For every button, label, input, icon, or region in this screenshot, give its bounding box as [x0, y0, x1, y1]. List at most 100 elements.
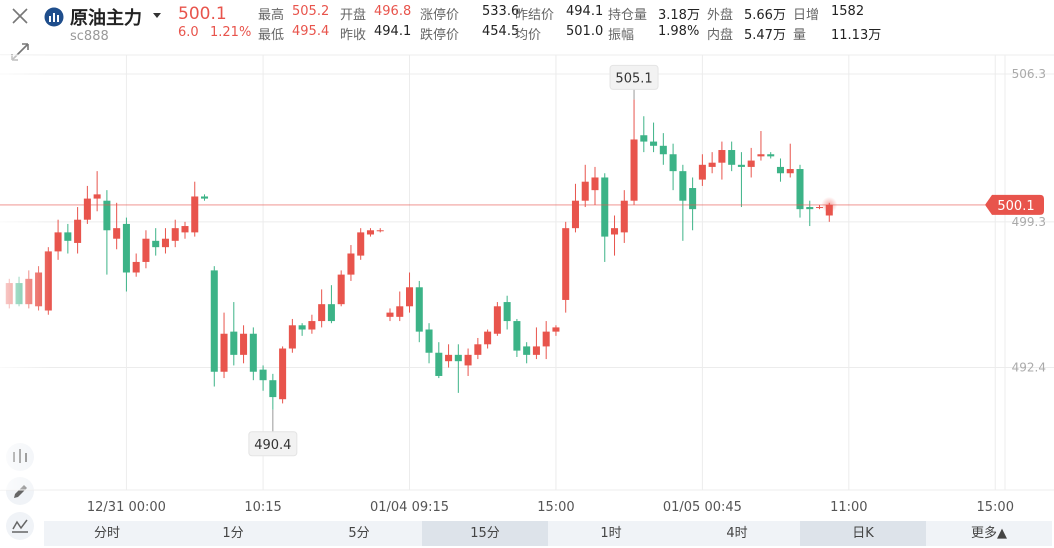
- stat-label: 最高: [258, 8, 285, 23]
- price: 500.1: [178, 4, 227, 24]
- candle-body: [503, 302, 511, 322]
- candle-body: [230, 331, 238, 355]
- stat-label: 量: [793, 28, 807, 43]
- candle-body: [54, 232, 62, 252]
- stat-value: 495.4: [292, 24, 330, 39]
- close-icon[interactable]: [12, 8, 28, 24]
- candle-body: [376, 230, 384, 232]
- x-tick-label: 01/05 00:45: [663, 500, 742, 515]
- candle-body: [552, 327, 560, 332]
- candle-body: [611, 228, 619, 235]
- candle-body: [288, 325, 296, 349]
- candle-body: [513, 321, 521, 351]
- candle-body: [630, 139, 638, 201]
- candle-body: [571, 200, 579, 229]
- stat-label: 涨停价: [420, 8, 460, 23]
- change-pct: 1.21%: [210, 25, 252, 40]
- stat-value: 505.2: [292, 4, 330, 19]
- stat-value: 5.47万: [744, 28, 786, 43]
- candle-body: [562, 228, 570, 300]
- stat-label: 均价: [515, 28, 542, 43]
- candle-body: [83, 198, 91, 220]
- last-price-label: 500.1: [997, 199, 1034, 214]
- annotation-box: [609, 64, 659, 90]
- period-tab[interactable]: 15分: [422, 521, 548, 546]
- candle-body: [698, 164, 706, 180]
- candle-body: [806, 207, 814, 210]
- candle-body: [620, 200, 628, 233]
- x-tick-label: 11:00: [830, 500, 867, 515]
- candle-body: [776, 166, 784, 174]
- candle-body: [93, 194, 101, 199]
- stat-label: 跌停价: [420, 28, 460, 43]
- candle-body: [386, 312, 394, 317]
- period-tab[interactable]: 5分: [296, 521, 422, 546]
- candle-body: [357, 232, 365, 256]
- period-tab[interactable]: 1时: [548, 521, 674, 546]
- candle-body: [308, 321, 316, 330]
- x-tick-label: 10:15: [244, 500, 281, 515]
- change: 6.0: [178, 25, 199, 40]
- stat-value: 494.1: [374, 24, 412, 39]
- candle-body: [279, 348, 287, 400]
- x-tick-label: 15:00: [537, 500, 574, 515]
- period-tab[interactable]: 4时: [674, 521, 800, 546]
- candle-body: [493, 306, 501, 334]
- stat-label: 外盘: [707, 8, 734, 23]
- stat-label: 昨结价: [515, 8, 555, 23]
- candle-body: [445, 354, 453, 362]
- candle-body: [347, 253, 355, 275]
- chart: 506.3 499.3 492.4 12/31 00:00 10:15 01/04 09:…: [0, 54, 1054, 515]
- candle-body: [220, 333, 228, 372]
- candle-body: [142, 238, 150, 262]
- logo: [44, 7, 64, 27]
- candle-body: [161, 238, 169, 248]
- instrument-name: 原油主力: [70, 8, 142, 29]
- candle-body: [474, 344, 482, 355]
- candle-body: [591, 177, 599, 191]
- candle-body: [269, 380, 277, 398]
- candle-body: [796, 169, 804, 210]
- candle-body: [601, 177, 609, 237]
- stat-label: 开盘: [340, 8, 367, 23]
- last-price-tag: [985, 194, 1044, 215]
- period-tab[interactable]: 日K: [800, 521, 926, 546]
- candle-body: [366, 230, 374, 235]
- candle-body: [757, 154, 765, 157]
- annotation-label: 490.4: [254, 438, 291, 453]
- candle-body: [337, 274, 345, 305]
- candle-body: [425, 329, 433, 353]
- candle-body: [816, 207, 824, 209]
- candle-body: [679, 171, 687, 201]
- candle-body: [747, 160, 755, 167]
- candle-body: [201, 196, 209, 199]
- stat-value: 501.0: [566, 24, 604, 39]
- period-tab[interactable]: 更多▲: [926, 521, 1052, 546]
- candle-body: [669, 154, 677, 172]
- candle-body: [454, 354, 462, 362]
- candle-body: [210, 270, 218, 372]
- stat-value: 494.1: [566, 4, 604, 19]
- candle-body: [240, 333, 248, 355]
- candle-body: [122, 223, 130, 273]
- candle-body: [406, 287, 414, 307]
- stat-value: 1582: [831, 4, 865, 19]
- candle-body: [542, 331, 550, 347]
- x-tick-label: 01/04 09:15: [370, 500, 449, 515]
- candle-body: [103, 200, 111, 231]
- dropdown-arrow[interactable]: [152, 12, 162, 20]
- candle-body: [484, 331, 492, 345]
- candle-body: [708, 162, 716, 167]
- stat-value: 5.66万: [744, 8, 786, 23]
- instrument-code: sc888: [70, 29, 109, 44]
- candle-body: [191, 196, 199, 233]
- stat-value: 454.5: [482, 24, 520, 39]
- period-tab[interactable]: 1分: [170, 521, 296, 546]
- candle-body: [64, 232, 72, 241]
- period-tab[interactable]: 分时: [44, 521, 170, 546]
- candle-body: [132, 261, 140, 273]
- candle-body: [767, 154, 775, 157]
- stat-label: 持仓量: [608, 8, 648, 23]
- candle-body: [464, 354, 472, 366]
- candle-body: [718, 150, 726, 163]
